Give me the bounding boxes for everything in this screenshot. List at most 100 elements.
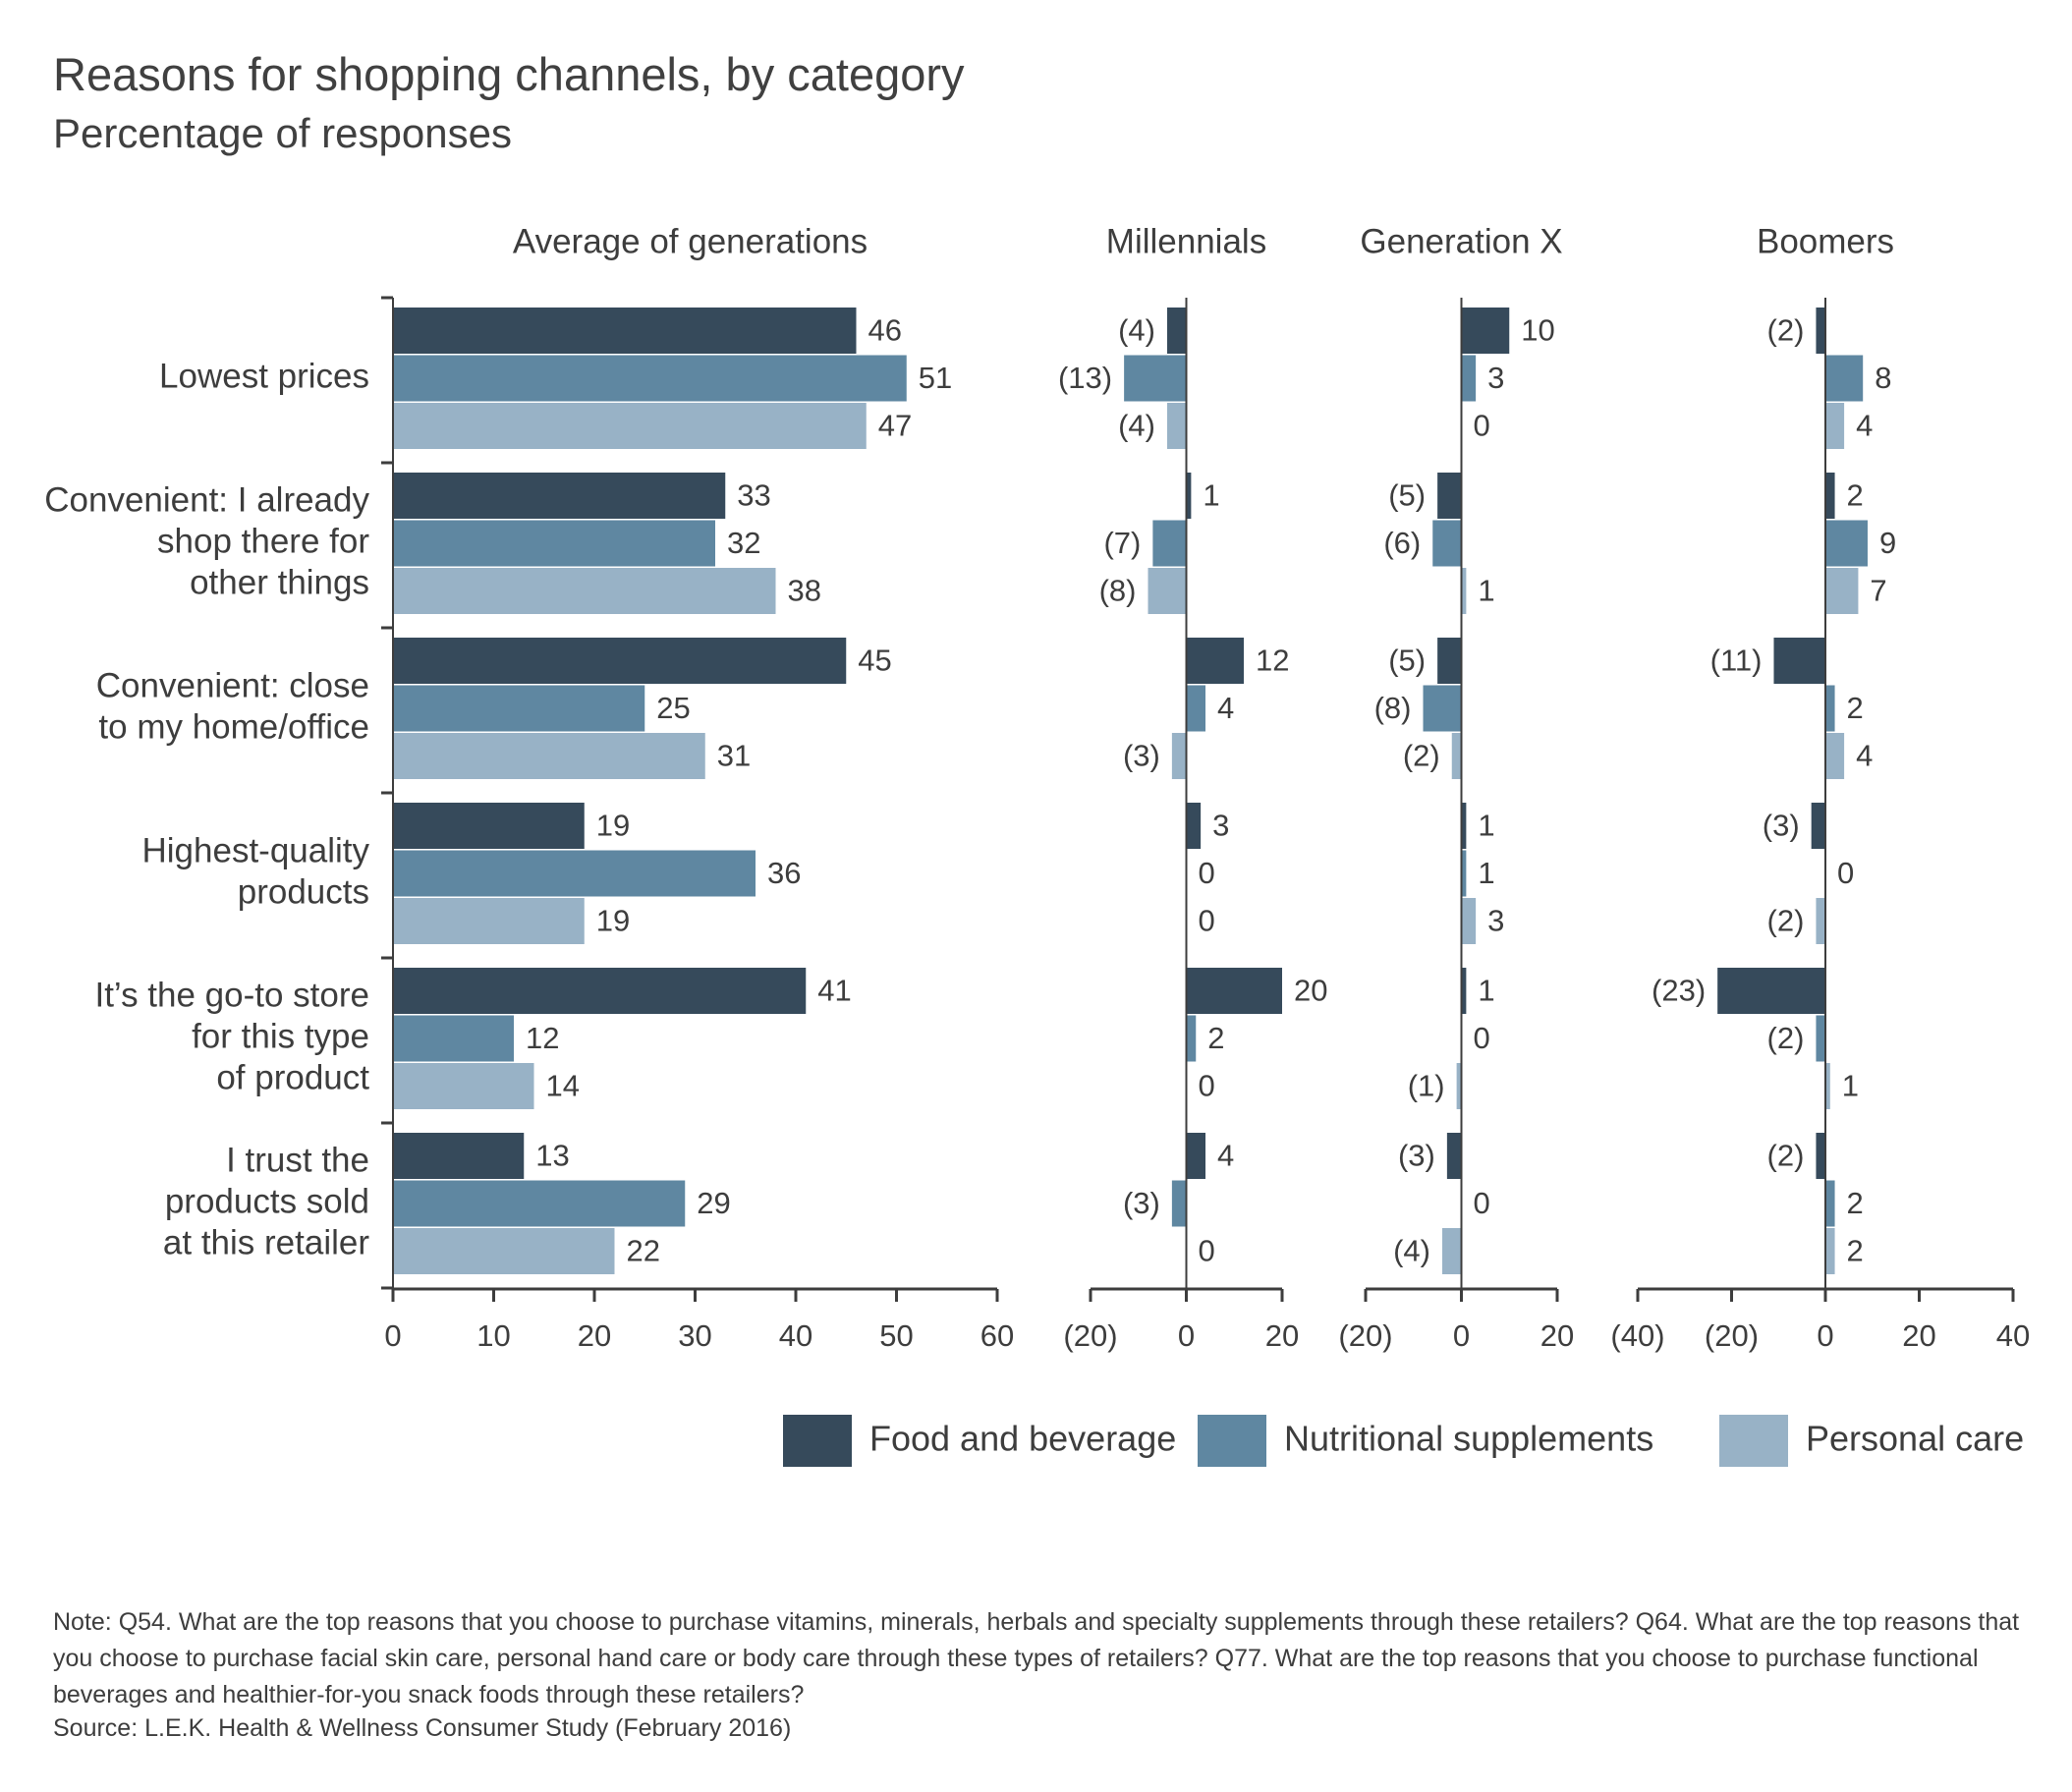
- data-label: 1: [1478, 856, 1494, 890]
- data-label: 0: [1199, 1234, 1215, 1268]
- bar: [393, 803, 585, 849]
- category-label: Convenient: close: [96, 666, 369, 704]
- data-label: 19: [596, 809, 630, 843]
- legend-swatch: [783, 1415, 852, 1467]
- data-label: 19: [596, 904, 630, 938]
- bar: [1461, 898, 1477, 944]
- data-label: 2: [1847, 691, 1864, 725]
- data-label: (4): [1118, 313, 1155, 348]
- source-text: Source: L.E.K. Health & Wellness Consume…: [53, 1714, 792, 1742]
- bar: [393, 1133, 525, 1179]
- x-tick-label: (20): [1705, 1318, 1759, 1353]
- data-label: 12: [1256, 644, 1289, 678]
- data-label: 1: [1842, 1069, 1859, 1103]
- x-tick-label: 0: [1817, 1318, 1833, 1353]
- bar: [393, 968, 807, 1014]
- data-label: 38: [788, 574, 821, 608]
- category-label: products sold: [165, 1182, 369, 1220]
- bar: [1167, 403, 1187, 449]
- data-label: (2): [1767, 313, 1805, 348]
- data-label: 45: [858, 644, 891, 678]
- bar: [1124, 355, 1187, 402]
- legend-label: Nutritional supplements: [1284, 1419, 1653, 1459]
- bar: [1825, 473, 1835, 519]
- bar: [393, 1228, 615, 1274]
- x-tick-label: 20: [578, 1318, 611, 1353]
- bar: [1432, 520, 1462, 567]
- x-tick-label: 30: [678, 1318, 711, 1353]
- data-label: 31: [717, 739, 751, 773]
- data-label: 0: [1474, 1186, 1490, 1220]
- data-label: 0: [1474, 409, 1490, 443]
- chart-title: Reasons for shopping channels, by catego…: [53, 48, 965, 100]
- bar: [1171, 733, 1187, 779]
- data-label: 46: [868, 313, 902, 348]
- data-label: 13: [535, 1139, 569, 1173]
- data-label: (4): [1118, 409, 1155, 443]
- data-label: 1: [1478, 974, 1494, 1008]
- bar: [1186, 638, 1244, 684]
- x-tick-label: 60: [980, 1318, 1014, 1353]
- bar: [393, 850, 756, 897]
- data-label: 41: [817, 974, 851, 1008]
- bar: [1442, 1228, 1462, 1274]
- category-label: Lowest prices: [159, 357, 369, 395]
- panel-title: Generation X: [1360, 222, 1562, 260]
- category-label: I trust the: [226, 1141, 369, 1179]
- bar: [1816, 308, 1825, 354]
- bar: [393, 308, 857, 354]
- bar: [393, 568, 776, 614]
- data-label: 51: [919, 361, 952, 395]
- category-label: to my home/office: [98, 707, 369, 746]
- bar: [1186, 803, 1202, 849]
- bar: [1461, 355, 1477, 402]
- bar: [1825, 520, 1868, 567]
- data-label: 0: [1474, 1021, 1490, 1055]
- data-label: 4: [1217, 691, 1234, 725]
- data-label: 4: [1217, 1139, 1234, 1173]
- data-label: 4: [1856, 409, 1873, 443]
- x-tick-label: (20): [1063, 1318, 1117, 1353]
- bar: [1186, 968, 1282, 1014]
- data-label: (6): [1383, 526, 1421, 560]
- data-label: (2): [1767, 1139, 1805, 1173]
- data-label: (2): [1767, 904, 1805, 938]
- x-tick-label: 40: [1996, 1318, 2030, 1353]
- data-label: 32: [727, 526, 760, 560]
- bar: [1825, 355, 1864, 402]
- data-label: (2): [1767, 1021, 1805, 1055]
- legend-swatch: [1719, 1415, 1788, 1467]
- bar: [1186, 1133, 1205, 1179]
- bar: [1717, 968, 1825, 1014]
- bar: [1825, 1228, 1835, 1274]
- data-label: 0: [1199, 1069, 1215, 1103]
- bar: [1461, 308, 1510, 354]
- data-label: 9: [1879, 526, 1896, 560]
- bar: [393, 685, 645, 732]
- bar: [393, 898, 585, 944]
- data-label: 36: [767, 856, 801, 890]
- chart-subtitle: Percentage of responses: [53, 110, 512, 156]
- x-tick-label: (40): [1610, 1318, 1664, 1353]
- x-tick-label: 0: [384, 1318, 401, 1353]
- bar: [1825, 403, 1845, 449]
- data-label: (3): [1123, 1186, 1160, 1220]
- category-label: other things: [190, 563, 369, 601]
- bar: [1437, 473, 1462, 519]
- bar: [1816, 898, 1825, 944]
- data-label: 3: [1212, 809, 1229, 843]
- bar: [1186, 1015, 1197, 1062]
- data-label: 2: [1847, 478, 1864, 513]
- data-label: (4): [1393, 1234, 1430, 1268]
- bar: [1773, 638, 1825, 684]
- panel-title: Average of generations: [513, 222, 868, 260]
- data-label: 1: [1478, 809, 1494, 843]
- data-label: 3: [1487, 361, 1504, 395]
- panel-title: Millennials: [1106, 222, 1266, 260]
- data-label: 25: [656, 691, 690, 725]
- bar: [1446, 1133, 1462, 1179]
- bar: [1423, 685, 1462, 732]
- bar: [393, 1063, 534, 1109]
- bar: [1451, 733, 1462, 779]
